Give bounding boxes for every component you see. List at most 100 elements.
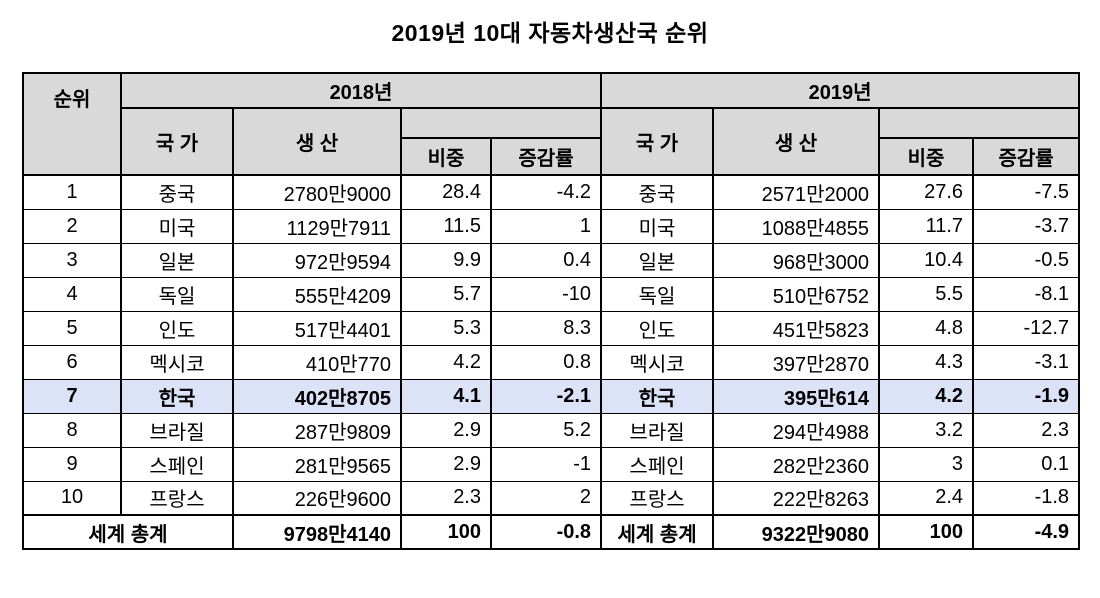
table-body: 1 중국 2780만9000 28.4 -4.2 중국 2571만2000 27.6 -7.5 2… — [22, 174, 1081, 550]
production-cell-2019: 1088만4855 — [712, 208, 881, 244]
share-header-2018: 비중 — [400, 137, 492, 176]
table-row: 6 멕시코 410만770 4.2 0.8 멕시코 397만2870 4.3 -3.1 — [22, 344, 1081, 380]
country-header-2019: 국 가 — [600, 107, 715, 176]
country-cell-2018: 일본 — [120, 242, 234, 278]
share-cell-2018: 28.4 — [400, 174, 492, 210]
change-header-2019: 증감률 — [972, 137, 1081, 176]
change-cell-2018: 1 — [489, 208, 603, 244]
production-cell-2018: 281만9565 — [232, 446, 402, 482]
change-cell-2019: -12.7 — [972, 310, 1081, 346]
production-header-2019: 생 산 — [712, 107, 881, 176]
country-cell-2018: 스페인 — [120, 446, 234, 482]
total-share-2018: 100 — [400, 514, 492, 550]
production-cell-2019: 510만6752 — [712, 276, 881, 312]
change-cell-2018: 0.8 — [489, 344, 603, 380]
table-row: 8 브라질 287만9809 2.9 5.2 브라질 294만4988 3.2 2.3 — [22, 412, 1081, 448]
header-spacer-2018 — [399, 107, 603, 139]
total-row: 세계 총계 9798만4140 100 -0.8 세계 총계 9322만9080 100 -4… — [22, 514, 1081, 550]
production-cell-2018: 972만9594 — [232, 242, 402, 278]
production-cell-2018: 555만4209 — [232, 276, 402, 312]
share-cell-2019: 4.8 — [878, 310, 975, 346]
change-cell-2018: 2 — [489, 480, 603, 516]
page: 2019년 10대 자동차생산국 순위 순위 2018년 2019년 국 가 생… — [22, 20, 1081, 550]
table-row: 3 일본 972만9594 9.9 0.4 일본 968만3000 10.4 -0.5 — [22, 242, 1081, 278]
country-cell-2019: 독일 — [600, 276, 715, 312]
table-row: 5 인도 517만4401 5.3 8.3 인도 451만5823 4.8 -12.7 — [22, 310, 1081, 346]
change-cell-2018: 8.3 — [489, 310, 603, 346]
rank-cell: 7 — [22, 378, 122, 414]
share-cell-2019: 3.2 — [878, 412, 975, 448]
country-cell-2019: 중국 — [600, 174, 715, 210]
total-change-2019: -4.9 — [972, 514, 1081, 550]
share-header-2019: 비중 — [878, 137, 975, 176]
country-cell-2019: 일본 — [600, 242, 715, 278]
production-cell-2019: 2571만2000 — [712, 174, 881, 210]
share-cell-2018: 5.7 — [400, 276, 492, 312]
change-cell-2018: -2.1 — [489, 378, 603, 414]
rank-cell: 4 — [22, 276, 122, 312]
change-cell-2018: 0.4 — [489, 242, 603, 278]
country-cell-2018: 프랑스 — [120, 480, 234, 516]
production-cell-2019: 282만2360 — [712, 446, 881, 482]
change-cell-2019: -3.7 — [972, 208, 1081, 244]
share-cell-2018: 2.3 — [400, 480, 492, 516]
production-cell-2018: 517만4401 — [232, 310, 402, 346]
share-cell-2019: 2.4 — [878, 480, 975, 516]
total-change-2018: -0.8 — [489, 514, 603, 550]
share-cell-2019: 4.3 — [878, 344, 975, 380]
change-header-2018: 증감률 — [489, 137, 603, 176]
country-cell-2018: 독일 — [120, 276, 234, 312]
total-label-2019: 세계 총계 — [600, 514, 715, 550]
table-row: 7 한국 402만8705 4.1 -2.1 한국 395만614 4.2 -1.9 — [22, 378, 1081, 414]
rank-cell: 10 — [22, 480, 122, 516]
mid-header-row: 국 가 생 산 국 가 생 산 — [23, 107, 1081, 176]
share-cell-2019: 5.5 — [878, 276, 975, 312]
production-cell-2018: 226만9600 — [232, 480, 402, 516]
total-share-2019: 100 — [878, 514, 975, 550]
change-cell-2019: -1.8 — [972, 480, 1081, 516]
production-cell-2018: 287만9809 — [232, 412, 402, 448]
country-cell-2018: 브라질 — [120, 412, 234, 448]
share-cell-2018: 11.5 — [400, 208, 492, 244]
share-cell-2018: 2.9 — [400, 412, 492, 448]
country-cell-2018: 중국 — [120, 174, 234, 210]
table-row: 2 미국 1129만7911 11.5 1 미국 1088만4855 11.7 -3.7 — [22, 208, 1081, 244]
country-cell-2019: 인도 — [600, 310, 715, 346]
change-cell-2018: -1 — [489, 446, 603, 482]
country-cell-2018: 인도 — [120, 310, 234, 346]
rank-cell: 1 — [22, 174, 122, 210]
share-cell-2019: 11.7 — [878, 208, 975, 244]
change-cell-2019: -1.9 — [972, 378, 1081, 414]
share-cell-2019: 4.2 — [878, 378, 975, 414]
change-cell-2018: -4.2 — [489, 174, 603, 210]
share-cell-2018: 2.9 — [400, 446, 492, 482]
page-title: 2019년 10대 자동차생산국 순위 — [391, 20, 709, 46]
production-cell-2018: 1129만7911 — [232, 208, 402, 244]
country-cell-2018: 한국 — [120, 378, 234, 414]
production-header-2018: 생 산 — [232, 107, 402, 176]
share-cell-2018: 4.1 — [400, 378, 492, 414]
country-cell-2019: 한국 — [600, 378, 715, 414]
country-cell-2019: 브라질 — [600, 412, 715, 448]
total-label-2018: 세계 총계 — [22, 514, 234, 550]
total-production-2019: 9322만9080 — [712, 514, 881, 550]
share-cell-2019: 3 — [878, 446, 975, 482]
table-header: 순위 2018년 2019년 국 가 생 산 국 가 생 산 비중 증감률 비중… — [22, 72, 1081, 176]
production-cell-2019: 395만614 — [712, 378, 881, 414]
change-cell-2019: -7.5 — [972, 174, 1081, 210]
rank-cell: 6 — [22, 344, 122, 380]
change-cell-2018: 5.2 — [489, 412, 603, 448]
table-row: 4 독일 555만4209 5.7 -10 독일 510만6752 5.5 -8.1 — [22, 276, 1081, 312]
total-production-2018: 9798만4140 — [232, 514, 402, 550]
production-cell-2018: 402만8705 — [232, 378, 402, 414]
change-cell-2019: -0.5 — [972, 242, 1081, 278]
change-cell-2019: 0.1 — [972, 446, 1081, 482]
rank-cell: 2 — [22, 208, 122, 244]
share-cell-2019: 10.4 — [878, 242, 975, 278]
production-cell-2018: 410만770 — [232, 344, 402, 380]
ranking-table: 순위 2018년 2019년 국 가 생 산 국 가 생 산 비중 증감률 비중… — [22, 72, 1081, 550]
sub-header-row: 비중 증감률 비중 증감률 — [23, 137, 1081, 176]
country-cell-2018: 미국 — [120, 208, 234, 244]
country-header-2018: 국 가 — [120, 107, 234, 176]
production-cell-2018: 2780만9000 — [232, 174, 402, 210]
